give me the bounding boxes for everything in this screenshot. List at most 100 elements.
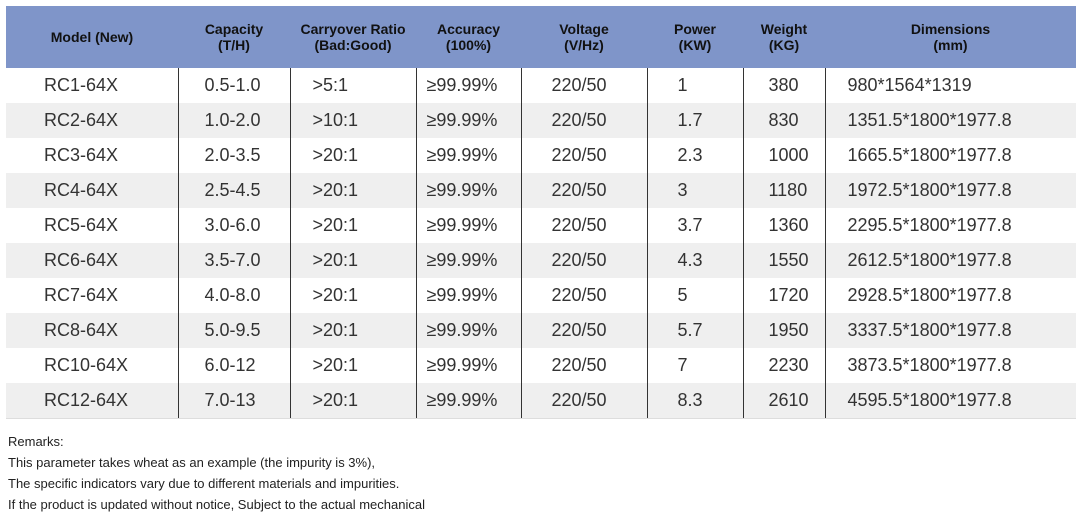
cell-capacity: 7.0-13 bbox=[177, 383, 290, 419]
cell-dimensions: 4595.5*1800*1977.8 bbox=[824, 383, 1076, 419]
cell-accuracy: ≥99.99% bbox=[415, 173, 521, 208]
cell-power: 3.7 bbox=[646, 208, 743, 243]
cell-accuracy: ≥99.99% bbox=[415, 208, 521, 243]
cell-carryover-ratio: >10:1 bbox=[289, 103, 416, 138]
cell-carryover-ratio: >20:1 bbox=[289, 348, 416, 383]
header-capacity: Capacity (T/H) bbox=[178, 6, 290, 68]
cell-carryover-ratio: >20:1 bbox=[289, 313, 416, 348]
cell-dimensions: 2612.5*1800*1977.8 bbox=[824, 243, 1076, 278]
cell-accuracy: ≥99.99% bbox=[415, 68, 521, 103]
cell-power: 1.7 bbox=[646, 103, 743, 138]
cell-weight: 1000 bbox=[742, 138, 825, 173]
table-row: RC12-64X 7.0-13 >20:1 ≥99.99% 220/50 8.3 2610 4… bbox=[6, 383, 1076, 419]
cell-accuracy: ≥99.99% bbox=[415, 278, 521, 313]
cell-dimensions: 1351.5*1800*1977.8 bbox=[824, 103, 1076, 138]
cell-voltage: 220/50 bbox=[520, 313, 647, 348]
cell-voltage: 220/50 bbox=[520, 383, 647, 419]
cell-carryover-ratio: >20:1 bbox=[289, 208, 416, 243]
cell-weight: 1720 bbox=[742, 278, 825, 313]
cell-voltage: 220/50 bbox=[520, 348, 647, 383]
cell-capacity: 6.0-12 bbox=[177, 348, 290, 383]
cell-carryover-ratio: >20:1 bbox=[289, 173, 416, 208]
table-row: RC10-64X 6.0-12 >20:1 ≥99.99% 220/50 7 2230 387… bbox=[6, 348, 1076, 383]
cell-capacity: 4.0-8.0 bbox=[177, 278, 290, 313]
cell-power: 5 bbox=[646, 278, 743, 313]
cell-voltage: 220/50 bbox=[520, 243, 647, 278]
cell-carryover-ratio: >20:1 bbox=[289, 278, 416, 313]
cell-carryover-ratio: >20:1 bbox=[289, 243, 416, 278]
cell-weight: 1950 bbox=[742, 313, 825, 348]
header-power: Power (KW) bbox=[647, 6, 743, 68]
cell-carryover-ratio: >20:1 bbox=[289, 138, 416, 173]
cell-capacity: 3.0-6.0 bbox=[177, 208, 290, 243]
cell-capacity: 2.0-3.5 bbox=[177, 138, 290, 173]
cell-voltage: 220/50 bbox=[520, 208, 647, 243]
cell-voltage: 220/50 bbox=[520, 173, 647, 208]
header-voltage: Voltage (V/Hz) bbox=[521, 6, 647, 68]
cell-dimensions: 3873.5*1800*1977.8 bbox=[824, 348, 1076, 383]
table-row: RC2-64X 1.0-2.0 >10:1 ≥99.99% 220/50 1.7 830 13… bbox=[6, 103, 1076, 138]
remarks: Remarks: This parameter takes wheat as a… bbox=[8, 431, 425, 515]
cell-voltage: 220/50 bbox=[520, 68, 647, 103]
cell-capacity: 0.5-1.0 bbox=[177, 68, 290, 103]
remarks-line: If the product is updated without notice… bbox=[8, 497, 425, 512]
cell-weight: 1180 bbox=[742, 173, 825, 208]
cell-carryover-ratio: >5:1 bbox=[289, 68, 416, 103]
cell-accuracy: ≥99.99% bbox=[415, 103, 521, 138]
cell-dimensions: 2295.5*1800*1977.8 bbox=[824, 208, 1076, 243]
cell-model: RC12-64X bbox=[6, 383, 178, 419]
cell-power: 1 bbox=[646, 68, 743, 103]
cell-capacity: 2.5-4.5 bbox=[177, 173, 290, 208]
cell-accuracy: ≥99.99% bbox=[415, 383, 521, 419]
cell-dimensions: 3337.5*1800*1977.8 bbox=[824, 313, 1076, 348]
cell-model: RC8-64X bbox=[6, 313, 178, 348]
cell-voltage: 220/50 bbox=[520, 138, 647, 173]
cell-weight: 2230 bbox=[742, 348, 825, 383]
cell-weight: 1550 bbox=[742, 243, 825, 278]
table-row: RC7-64X 4.0-8.0 >20:1 ≥99.99% 220/50 5 1720 292… bbox=[6, 278, 1076, 313]
cell-model: RC1-64X bbox=[44, 75, 119, 95]
cell-power: 2.3 bbox=[646, 138, 743, 173]
cell-dimensions: 2928.5*1800*1977.8 bbox=[824, 278, 1076, 313]
remarks-line: The specific indicators vary due to diff… bbox=[8, 476, 400, 491]
cell-model: RC4-64X bbox=[6, 173, 178, 208]
cell-accuracy: ≥99.99% bbox=[415, 313, 521, 348]
cell-capacity: 1.0-2.0 bbox=[177, 103, 290, 138]
cell-power: 3 bbox=[646, 173, 743, 208]
table-row: RC6-64X 3.5-7.0 >20:1 ≥99.99% 220/50 4.3 1550 2… bbox=[6, 243, 1076, 278]
cell-power: 5.7 bbox=[646, 313, 743, 348]
cell-carryover-ratio: >20:1 bbox=[289, 383, 416, 419]
header-carryover-ratio: Carryover Ratio (Bad:Good) bbox=[290, 6, 416, 68]
header-model: Model (New) bbox=[6, 6, 178, 68]
remarks-title: Remarks: bbox=[8, 434, 64, 449]
cell-dimensions: 1972.5*1800*1977.8 bbox=[824, 173, 1076, 208]
cell-model: RC5-64X bbox=[44, 215, 119, 235]
remarks-line: This parameter takes wheat as an example… bbox=[8, 455, 376, 470]
cell-model: RC3-64X bbox=[44, 145, 119, 165]
header-weight: Weight (KG) bbox=[743, 6, 825, 68]
cell-model: RC7-64X bbox=[44, 285, 119, 305]
table-row: RC1-64X 0.5-1.0 >5:1 ≥99.99% 220/50 1 380 980*1… bbox=[6, 68, 1076, 103]
cell-power: 4.3 bbox=[646, 243, 743, 278]
cell-power: 8.3 bbox=[646, 383, 743, 419]
cell-dimensions: 980*1564*1319 bbox=[824, 68, 1076, 103]
cell-weight: 830 bbox=[742, 103, 825, 138]
header-accuracy: Accuracy (100%) bbox=[416, 6, 521, 68]
cell-voltage: 220/50 bbox=[520, 103, 647, 138]
cell-weight: 380 bbox=[742, 68, 825, 103]
cell-model: RC2-64X bbox=[6, 103, 178, 138]
cell-dimensions: 1665.5*1800*1977.8 bbox=[824, 138, 1076, 173]
cell-model: RC6-64X bbox=[6, 243, 178, 278]
table-row: RC3-64X 2.0-3.5 >20:1 ≥99.99% 220/50 2.3 1000 1… bbox=[6, 138, 1076, 173]
header-dimensions: Dimensions (mm) bbox=[825, 6, 1076, 68]
spec-table-container: Model (New) Capacity (T/H) Carryover Rati… bbox=[6, 6, 1076, 419]
cell-model: RC10-64X bbox=[44, 355, 129, 375]
table-row: RC4-64X 2.5-4.5 >20:1 ≥99.99% 220/50 3 1180 197… bbox=[6, 173, 1076, 208]
table-row: RC8-64X 5.0-9.5 >20:1 ≥99.99% 220/50 5.7 1950 3… bbox=[6, 313, 1076, 348]
cell-weight: 1360 bbox=[742, 208, 825, 243]
cell-power: 7 bbox=[646, 348, 743, 383]
cell-accuracy: ≥99.99% bbox=[415, 138, 521, 173]
table-row: RC5-64X 3.0-6.0 >20:1 ≥99.99% 220/50 3.7 1360 2… bbox=[6, 208, 1076, 243]
cell-voltage: 220/50 bbox=[520, 278, 647, 313]
spec-table: Model (New) Capacity (T/H) Carryover Rati… bbox=[6, 6, 1076, 419]
